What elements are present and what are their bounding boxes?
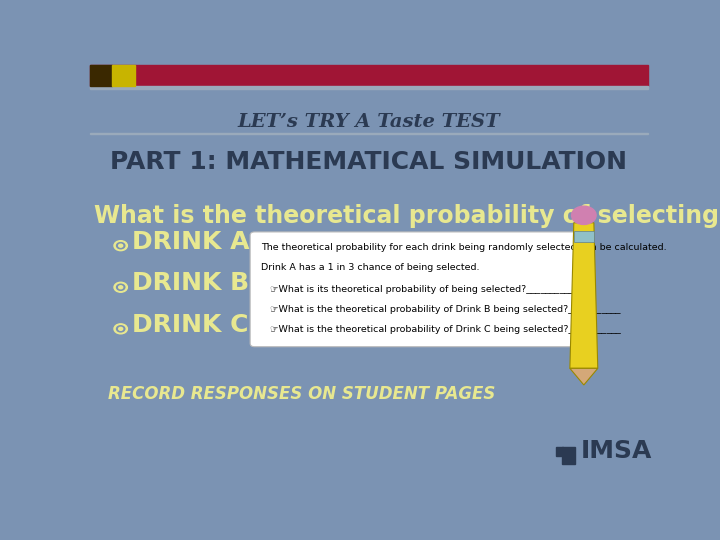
Text: The theoretical probability for each drink being randomly selected can be calcul: The theoretical probability for each dri…: [261, 243, 667, 252]
Text: RECORD RESPONSES ON STUDENT PAGES: RECORD RESPONSES ON STUDENT PAGES: [108, 385, 496, 403]
Text: IMSA: IMSA: [581, 440, 652, 463]
Circle shape: [119, 244, 122, 247]
Circle shape: [114, 324, 127, 334]
Circle shape: [117, 326, 125, 332]
Text: DRINK A: DRINK A: [132, 230, 249, 253]
Text: PART 1: MATHEMATICAL SIMULATION: PART 1: MATHEMATICAL SIMULATION: [110, 150, 628, 174]
Text: LET’s TRY A Taste TEST: LET’s TRY A Taste TEST: [238, 113, 500, 131]
Polygon shape: [574, 231, 594, 241]
Circle shape: [119, 286, 122, 289]
Bar: [562, 447, 575, 464]
Text: DRINK B: DRINK B: [132, 271, 249, 295]
Bar: [556, 447, 562, 456]
Polygon shape: [570, 223, 598, 368]
Circle shape: [117, 242, 125, 249]
Text: Drink A has a 1 in 3 chance of being selected.: Drink A has a 1 in 3 chance of being sel…: [261, 263, 480, 272]
Bar: [90, 65, 112, 86]
Circle shape: [119, 327, 122, 330]
Circle shape: [114, 241, 127, 251]
Bar: [90, 133, 648, 134]
Text: DRINK C: DRINK C: [132, 313, 248, 336]
Bar: [90, 86, 648, 89]
Circle shape: [114, 282, 127, 292]
Text: What is the theoretical probability of selecting:: What is the theoretical probability of s…: [94, 204, 720, 228]
Bar: [90, 65, 648, 86]
Bar: [112, 65, 135, 86]
FancyBboxPatch shape: [250, 232, 585, 347]
Circle shape: [117, 284, 125, 291]
Text: ☞What is its theoretical probability of being selected?___________: ☞What is its theoretical probability of …: [270, 285, 578, 294]
Circle shape: [572, 206, 596, 225]
Polygon shape: [570, 368, 598, 385]
Text: ☞What is the theoretical probability of Drink C being selected?___________: ☞What is the theoretical probability of …: [270, 325, 621, 334]
Text: ☞What is the theoretical probability of Drink B being selected?___________: ☞What is the theoretical probability of …: [270, 305, 620, 314]
